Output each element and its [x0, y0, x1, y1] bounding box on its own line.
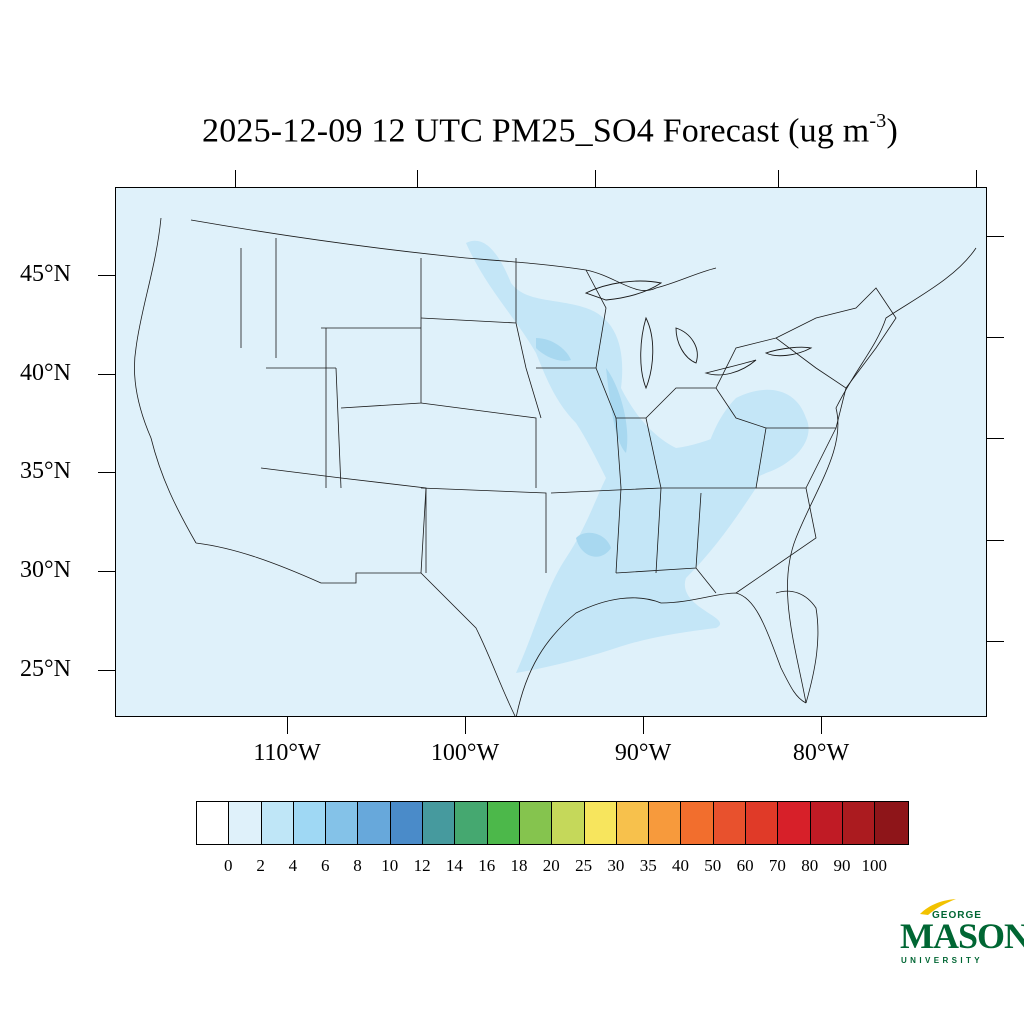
concentration-shading-dark: [536, 338, 628, 557]
colorbar-swatch: [552, 802, 585, 844]
colorbar-swatch: [842, 802, 876, 844]
tick-top: [417, 170, 419, 187]
colorbar-label: 90: [833, 856, 851, 875]
colorbar-label: 50: [704, 856, 722, 875]
title-text: 2025-12-09 12 UTC PM25_SO4 Forecast (ug …: [202, 112, 870, 150]
tick-bottom: [643, 717, 645, 734]
lon-label: 80°W: [792, 740, 850, 766]
colorbar-label: 16: [478, 856, 496, 875]
lon-label: 110°W: [253, 740, 321, 766]
colorbar-label: 0: [224, 856, 233, 875]
colorbar-swatch: [875, 802, 908, 844]
colorbar-label: 12: [413, 856, 431, 875]
tick-bottom: [821, 717, 823, 734]
lat-label: 35°N: [20, 458, 71, 484]
lat-label: 45°N: [20, 261, 71, 287]
tick-right: [987, 337, 1004, 339]
colorbar-label: 20: [542, 856, 560, 875]
colorbar-label: 40: [672, 856, 689, 875]
colorbar-label: 14: [445, 856, 463, 875]
florida-outline: [775, 590, 819, 704]
colorbar-label: 25: [575, 856, 593, 875]
colorbar-label: 4: [288, 856, 298, 875]
colorbar-label: 70: [768, 856, 786, 875]
colorbar-swatch: [390, 802, 424, 844]
colorbar-swatch: [616, 802, 650, 844]
logo-top-text: GEORGE: [932, 910, 982, 921]
george-mason-logo: GEORGE MASON UNIVERSITY: [896, 898, 1024, 968]
tick-right: [987, 438, 1004, 440]
tick-bottom: [287, 717, 289, 734]
tick-left: [98, 374, 115, 376]
tick-left: [98, 571, 115, 573]
colorbar-label: 18: [510, 856, 528, 875]
tick-top: [778, 170, 780, 187]
colorbar-swatch: [584, 802, 617, 844]
colorbar-swatch: [487, 802, 520, 844]
colorbar-label: 60: [736, 856, 754, 875]
colorbar-label: 8: [353, 856, 362, 875]
tick-right: [987, 540, 1004, 542]
lake-michigan: [640, 316, 654, 390]
lake-huron: [675, 327, 698, 364]
colorbar-swatch: [519, 802, 553, 844]
logo-bottom-text: UNIVERSITY: [901, 956, 984, 965]
colorbar-swatch: [778, 802, 811, 844]
tick-right: [987, 641, 1004, 643]
colorbar-label: 35: [639, 856, 657, 875]
chart-title: 2025-12-09 12 UTC PM25_SO4 Forecast (ug …: [0, 110, 1024, 150]
plume-core-mississippi: [606, 368, 628, 453]
colorbar-swatch: [810, 802, 843, 844]
plume-core-minnesota: [536, 338, 571, 361]
tick-top: [235, 170, 237, 187]
lake-ontario: [764, 346, 813, 357]
map-svg: [133, 217, 977, 716]
colorbar-swatch: [197, 802, 230, 844]
great-lakes: [584, 280, 813, 390]
colorbar-label: 100: [861, 856, 888, 875]
colorbar-label: 30: [607, 856, 625, 875]
colorbar-swatch: [326, 802, 359, 844]
colorbar-label: 10: [381, 856, 399, 875]
concentration-shading: [466, 240, 809, 673]
colorbar-swatch: [649, 802, 682, 844]
title-close: ): [886, 112, 898, 150]
lon-label: 100°W: [430, 740, 500, 766]
colorbar-swatch: [746, 802, 779, 844]
tick-left: [98, 670, 115, 672]
colorbar-label: 6: [320, 856, 330, 875]
plume-region-ohio: [701, 389, 809, 483]
colorbar: [196, 801, 909, 845]
colorbar-swatch: [681, 802, 714, 844]
lat-label: 30°N: [20, 557, 71, 583]
tick-left: [98, 472, 115, 474]
tick-right: [987, 236, 1004, 238]
lat-label: 25°N: [20, 656, 71, 682]
colorbar-label: 2: [256, 856, 265, 875]
plume-core-louisiana: [576, 532, 611, 557]
tick-top: [976, 170, 978, 187]
colorbar-label: 80: [801, 856, 819, 875]
logo-main-text: MASON: [900, 916, 1024, 956]
tick-bottom: [465, 717, 467, 734]
colorbar-swatch: [358, 802, 391, 844]
title-superscript: -3: [869, 110, 887, 132]
colorbar-swatch: [293, 802, 327, 844]
lat-label: 40°N: [20, 360, 71, 386]
colorbar-swatch: [423, 802, 456, 844]
tick-left: [98, 275, 115, 277]
logo-swoosh-icon: [920, 899, 956, 915]
lake-erie: [704, 359, 757, 376]
lake-superior: [584, 280, 663, 301]
tick-top: [595, 170, 597, 187]
colorbar-swatch: [229, 802, 262, 844]
colorbar-swatch: [261, 802, 294, 844]
boundaries: [133, 217, 977, 716]
colorbar-swatch: [713, 802, 747, 844]
map-panel: [115, 187, 987, 717]
colorbar-swatch: [455, 802, 488, 844]
lon-label: 90°W: [614, 740, 672, 766]
